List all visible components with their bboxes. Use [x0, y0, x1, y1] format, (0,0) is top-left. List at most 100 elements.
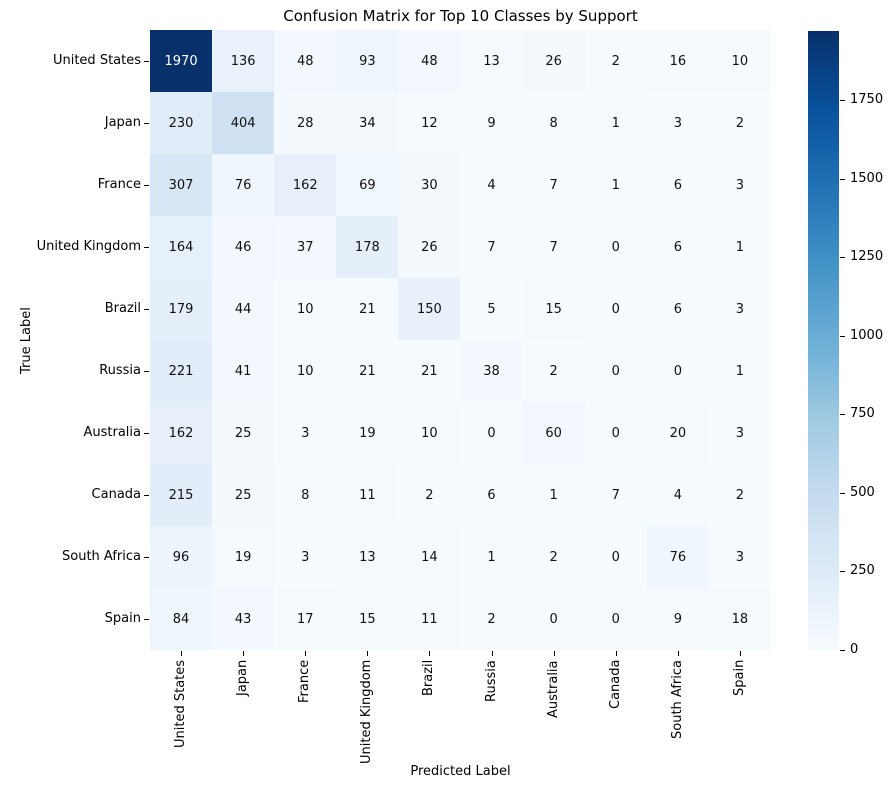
heatmap-cell: 2 [398, 464, 461, 526]
heatmap-cell: 4 [646, 464, 709, 526]
heatmap-cell: 43 [212, 588, 275, 650]
heatmap-cell: 11 [336, 464, 399, 526]
colorbar-tick-label: 1000 [850, 327, 884, 343]
x-axis-tick-mark [677, 651, 679, 656]
colorbar-tick-label: 1500 [850, 170, 884, 186]
heatmap-cell: 76 [212, 154, 275, 216]
heatmap-cell: 13 [336, 526, 399, 588]
heatmap-cell: 10 [398, 402, 461, 464]
y-tick-label: Spain [104, 611, 141, 626]
heatmap-cell: 7 [522, 154, 585, 216]
heatmap-cell: 46 [212, 216, 275, 278]
colorbar-tick-label: 1750 [850, 92, 884, 108]
heatmap-cell: 215 [150, 464, 213, 526]
heatmap-cell: 3 [274, 526, 337, 588]
heatmap-cell: 1 [522, 464, 585, 526]
heatmap-cell: 6 [460, 464, 523, 526]
colorbar-tick-mark [840, 257, 845, 259]
y-axis-tick-mark [144, 247, 149, 248]
x-axis-tick-mark [305, 651, 307, 656]
colorbar [808, 31, 839, 650]
colorbar-tick-mark [840, 178, 845, 180]
heatmap-cell: 2 [584, 30, 647, 92]
y-axis-tick-mark [144, 61, 149, 62]
heatmap-cell: 8 [274, 464, 337, 526]
heatmap-cell: 221 [150, 340, 213, 402]
heatmap-cell: 6 [646, 154, 709, 216]
y-tick-label: Australia [83, 425, 141, 440]
heatmap-cell: 10 [274, 278, 337, 340]
heatmap-cell: 96 [150, 526, 213, 588]
colorbar-tick-mark [840, 100, 845, 102]
heatmap-cell: 26 [398, 216, 461, 278]
y-tick-label: Brazil [104, 301, 141, 316]
x-tick-label: Brazil [421, 659, 437, 696]
x-tick-label: France [297, 659, 313, 703]
heatmap-cell: 1 [584, 154, 647, 216]
heatmap-cell: 0 [584, 526, 647, 588]
heatmap-cell: 9 [646, 588, 709, 650]
heatmap-cell: 2 [522, 526, 585, 588]
heatmap-cell: 8 [522, 92, 585, 154]
heatmap-cell: 9 [460, 92, 523, 154]
colorbar-tick-mark [840, 571, 845, 573]
heatmap-cell: 48 [398, 30, 461, 92]
heatmap-cell: 15 [336, 588, 399, 650]
heatmap-cell: 2 [522, 340, 585, 402]
heatmap-cell: 25 [212, 402, 275, 464]
heatmap-cell: 84 [150, 588, 213, 650]
y-axis-label: True Label [19, 306, 34, 374]
y-tick-label: South Africa [62, 549, 141, 564]
heatmap-cell: 1970 [150, 30, 213, 92]
x-tick-label: United Kingdom [359, 659, 375, 764]
colorbar-tick-mark [840, 335, 845, 337]
heatmap-cell: 37 [274, 216, 337, 278]
chart-title: Confusion Matrix for Top 10 Classes by S… [283, 7, 638, 25]
heatmap-cell: 38 [460, 340, 523, 402]
colorbar-tick-label: 250 [850, 563, 875, 579]
heatmap-cell: 3 [708, 526, 771, 588]
y-tick-label: United Kingdom [36, 239, 141, 254]
x-axis-tick-mark [181, 651, 183, 656]
x-tick-label: Canada [607, 659, 623, 709]
heatmap-cell: 3 [708, 154, 771, 216]
x-tick-label: United States [173, 659, 189, 748]
y-tick-label: Canada [91, 487, 141, 502]
heatmap-cell: 16 [646, 30, 709, 92]
heatmap-cell: 14 [398, 526, 461, 588]
heatmap-cell: 60 [522, 402, 585, 464]
heatmap-cell: 162 [274, 154, 337, 216]
heatmap-cell: 4 [460, 154, 523, 216]
heatmap-cell: 44 [212, 278, 275, 340]
heatmap-cell: 7 [460, 216, 523, 278]
heatmap-cell: 6 [646, 278, 709, 340]
heatmap-cell: 13 [460, 30, 523, 92]
y-axis-tick-mark [144, 123, 149, 124]
heatmap-cell: 30 [398, 154, 461, 216]
heatmap-cell: 2 [460, 588, 523, 650]
x-axis-tick-mark [553, 651, 555, 656]
x-axis-tick-mark [367, 651, 369, 656]
heatmap-cell: 3 [646, 92, 709, 154]
heatmap: 1970 136 48 93 48 13 26 2 16 10 230 404 28 34 12 9 8 1 3 2 3… [150, 30, 771, 650]
heatmap-cell: 26 [522, 30, 585, 92]
y-tick-label: Japan [104, 115, 141, 130]
colorbar-tick-label: 750 [850, 406, 875, 422]
heatmap-cell: 0 [584, 278, 647, 340]
y-tick-label: France [97, 177, 141, 192]
heatmap-cell: 19 [212, 526, 275, 588]
x-axis-label: Predicted Label [410, 764, 511, 779]
heatmap-cell: 404 [212, 92, 275, 154]
heatmap-cell: 3 [708, 278, 771, 340]
heatmap-cell: 10 [708, 30, 771, 92]
heatmap-cell: 179 [150, 278, 213, 340]
y-axis-tick-mark [144, 433, 149, 434]
heatmap-cell: 76 [646, 526, 709, 588]
heatmap-cell: 69 [336, 154, 399, 216]
heatmap-cell: 28 [274, 92, 337, 154]
heatmap-cell: 0 [584, 402, 647, 464]
heatmap-cell: 150 [398, 278, 461, 340]
heatmap-cell: 136 [212, 30, 275, 92]
colorbar-tick-mark [840, 492, 845, 494]
colorbar-tick-label: 1250 [850, 249, 884, 265]
